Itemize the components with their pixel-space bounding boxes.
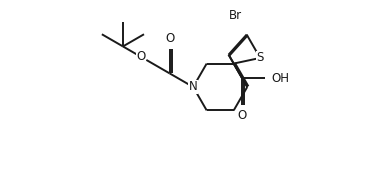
Text: O: O <box>137 50 146 63</box>
Text: Br: Br <box>229 9 242 22</box>
Text: N: N <box>189 81 197 93</box>
Text: O: O <box>165 32 175 45</box>
Text: OH: OH <box>271 72 289 85</box>
Text: O: O <box>237 109 247 122</box>
Text: S: S <box>256 52 264 64</box>
